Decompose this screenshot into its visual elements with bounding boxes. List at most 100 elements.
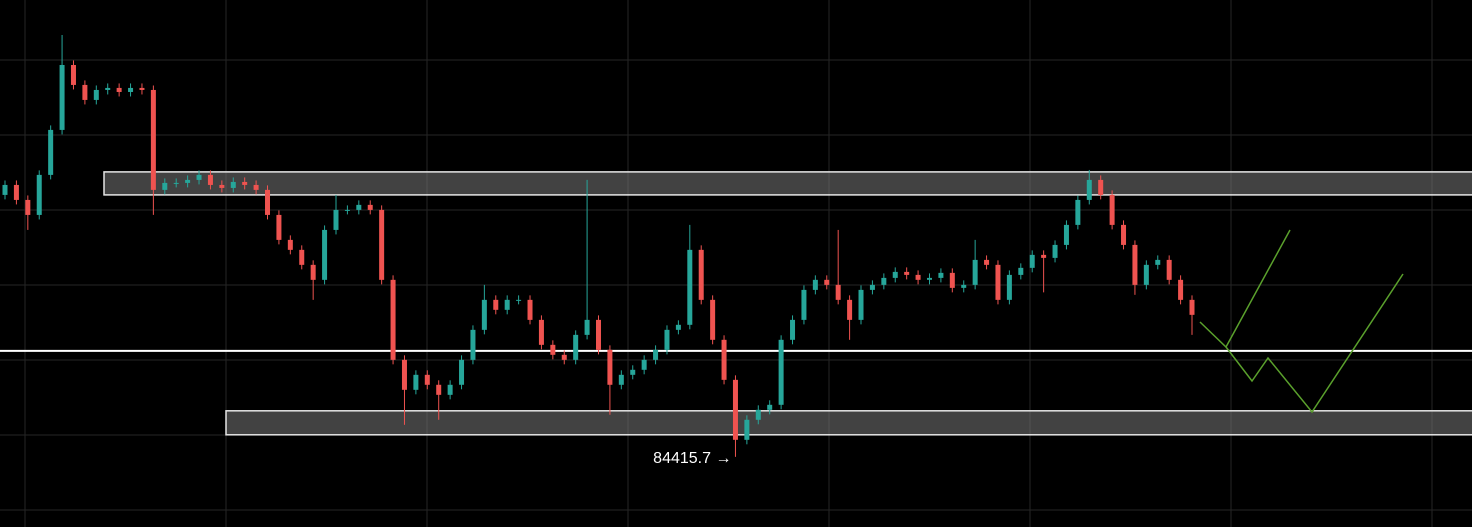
candle-body (390, 279, 396, 360)
candle-body (573, 334, 579, 360)
candle-body (356, 204, 362, 210)
candle-body (128, 87, 134, 92)
candle-body (1052, 244, 1058, 258)
candle-body (961, 284, 967, 288)
projection-path (1199, 229, 1291, 349)
candle-body (413, 374, 419, 390)
candle-body (972, 259, 978, 285)
candle-body (242, 181, 248, 185)
candle-body (287, 239, 293, 250)
candle-body (1063, 224, 1069, 245)
candle-body (322, 229, 328, 280)
candle-body (607, 349, 613, 385)
candle-body (812, 279, 818, 290)
candle-body (653, 349, 659, 360)
candle-body (196, 174, 202, 180)
candle-body (344, 209, 350, 211)
candle-body (516, 299, 522, 301)
candle-body (550, 344, 556, 355)
candle-body (881, 277, 887, 285)
candle-body (1006, 274, 1012, 300)
candle-body (70, 64, 76, 85)
candle-body (1029, 254, 1035, 268)
candle-body (379, 209, 385, 280)
candle-body (755, 409, 761, 420)
candle-body (504, 299, 510, 310)
candle-body (687, 249, 693, 325)
zone (225, 410, 1472, 436)
candle-body (310, 264, 316, 280)
candle-body (1098, 179, 1104, 195)
candle-body (915, 274, 921, 280)
candle-body (721, 339, 727, 380)
candle-body (230, 181, 236, 188)
candle-body (299, 249, 305, 265)
candle-body (265, 189, 271, 215)
candle-body (139, 87, 145, 90)
candle-body (82, 84, 88, 100)
candle-body (1109, 194, 1115, 225)
candle-body (778, 339, 784, 405)
candle-body (698, 249, 704, 300)
zone (103, 171, 1472, 196)
candle-body (938, 272, 944, 278)
candle-body (1166, 259, 1172, 280)
candle-body (767, 404, 773, 410)
candle-body (641, 359, 647, 370)
low-annotation: 84415.7 → (653, 450, 731, 467)
candles (2, 35, 1195, 457)
candle-body (1075, 199, 1081, 225)
candle-body (173, 182, 179, 184)
candle-body (276, 214, 282, 240)
candle-body (847, 299, 853, 320)
candle-body (493, 299, 499, 310)
zones (0, 171, 1472, 436)
candle-body (25, 199, 31, 215)
candle-body (835, 284, 841, 300)
candle-body (527, 299, 533, 320)
candle-body (447, 384, 453, 395)
candle-body (59, 64, 65, 130)
candle-body (481, 299, 487, 330)
candle-body (744, 419, 750, 440)
candle-body (904, 271, 910, 275)
candle-body (801, 289, 807, 320)
candle-body (36, 174, 42, 215)
candle-body (790, 319, 796, 340)
candle-body (630, 369, 636, 375)
candle-body (1143, 264, 1149, 285)
candle-body (162, 182, 168, 190)
candle-body (995, 264, 1001, 300)
candle-body (459, 359, 465, 385)
candle-body (538, 319, 544, 345)
candle-body (858, 289, 864, 320)
candle-body (105, 87, 111, 90)
candle-body (1086, 179, 1092, 200)
candle-body (618, 374, 624, 385)
candle-body (253, 184, 259, 190)
candle-body (561, 354, 567, 360)
candle-body (1178, 279, 1184, 300)
candle-body (116, 87, 122, 92)
candle-body (892, 271, 898, 278)
candle-body (1155, 259, 1161, 265)
candle-body (13, 184, 19, 200)
candle-body (207, 174, 213, 185)
candle-body (926, 277, 932, 280)
candle-body (584, 319, 590, 335)
candle-body (150, 89, 156, 190)
candle-body (1121, 224, 1127, 245)
projection-path (1225, 273, 1404, 414)
candle-body (1041, 254, 1047, 258)
candle-body (949, 272, 955, 288)
candle-body (424, 374, 430, 385)
candle-body (219, 184, 225, 188)
candle-body (2, 184, 8, 195)
candle-body (401, 359, 407, 390)
candle-body (470, 329, 476, 360)
candle-body (732, 379, 738, 440)
candle-body (984, 259, 990, 265)
